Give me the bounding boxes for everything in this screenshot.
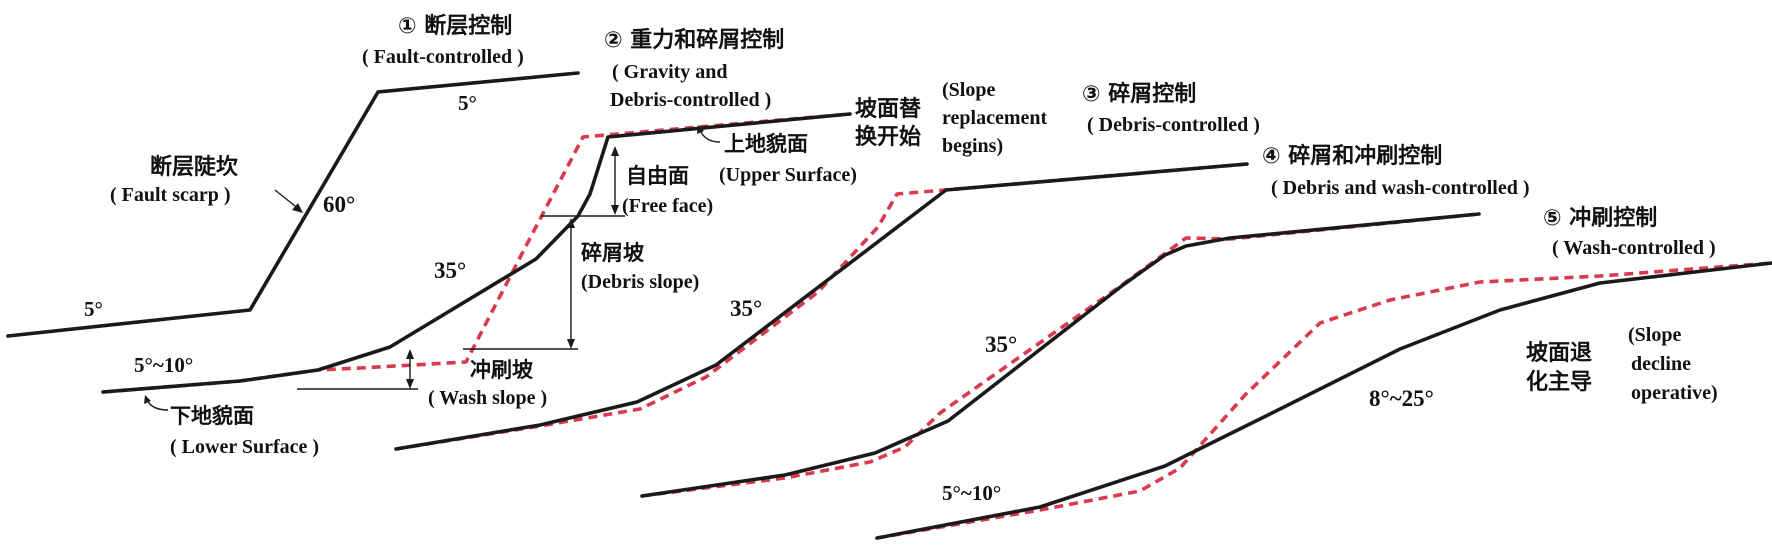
stage4-replacement-line — [641, 212, 1480, 498]
decline-label-en-2: decline — [1631, 353, 1691, 375]
stage2-profile — [101, 112, 852, 394]
stage3-profile — [394, 162, 1249, 451]
scarp-arrowhead — [292, 203, 303, 213]
replacement-label-cn-2: 换开始 — [855, 124, 921, 150]
stage4-title-cn: ④ 碎屑和冲刷控制 — [1262, 143, 1442, 169]
upper-surface-label-cn: 上地貌面 — [724, 132, 808, 156]
stage4-angle-low: 5°~10° — [942, 481, 1001, 505]
stage2-title-cn: ② 重力和碎屑控制 — [604, 27, 784, 53]
upper-surface-label-en: (Upper Surface) — [719, 164, 857, 186]
wash-slope-arrowhead-top — [406, 349, 414, 359]
wash-slope-label-cn: 冲刷坡 — [470, 358, 533, 382]
debris-slope-label-en: (Debris slope) — [581, 271, 699, 293]
stage2-angle-debris: 35° — [434, 258, 466, 283]
wash-slope-arrowhead-bottom — [406, 379, 414, 389]
decline-label-cn-2: 化主导 — [1526, 369, 1592, 395]
debris-slope-label-cn: 碎屑坡 — [581, 241, 644, 265]
lower-surface-label-cn: 下地貌面 — [170, 404, 254, 428]
scarp-label-cn: 断层陡坎 — [150, 154, 238, 180]
stage1-profile — [6, 71, 580, 338]
stage2-angle-low: 5°~10° — [134, 353, 193, 377]
stage1-title-en: ( Fault-controlled ) — [362, 46, 524, 68]
stage4-profile — [640, 212, 1481, 498]
stage5-title-en: ( Wash-controlled ) — [1552, 237, 1716, 259]
free-face-label-en: (Free face) — [622, 195, 713, 217]
free-face-arrowhead-bottom — [611, 205, 619, 215]
stage3-angle: 35° — [730, 296, 762, 321]
stage3-replacement-line — [395, 162, 1248, 451]
debris-slope-arrowhead-top — [567, 218, 575, 228]
stage2-title-en-1: ( Gravity and — [612, 61, 728, 83]
upper-surface-leader — [699, 129, 721, 143]
stage3-title-cn: ③ 碎屑控制 — [1082, 81, 1196, 107]
stage5-title-cn: ⑤ 冲刷控制 — [1543, 205, 1657, 231]
wash-slope-label-en: ( Wash slope ) — [428, 387, 547, 409]
stage5-profile — [875, 261, 1772, 540]
stage2-title-en-2: Debris-controlled ) — [610, 89, 771, 111]
stage1-angle-top: 5° — [458, 91, 477, 115]
stage1-title-cn: ① 断层控制 — [398, 13, 512, 39]
lower-surface-leader — [146, 399, 169, 411]
replacement-label-en-3: begins) — [942, 135, 1003, 157]
replacement-label-cn-1: 坡面替 — [855, 97, 921, 122]
stage5-replacement-line — [876, 261, 1772, 540]
upper-surface-leader-head — [697, 125, 704, 134]
stage1-angle-scarp: 60° — [323, 192, 355, 217]
replacement-label-en-2: replacement — [942, 107, 1047, 129]
stage5-angle: 8°~25° — [1369, 386, 1434, 411]
scarp-label-en: ( Fault scarp ) — [110, 184, 231, 206]
decline-label-en-3: operative) — [1631, 382, 1718, 404]
stage4-title-en: ( Debris and wash-controlled ) — [1271, 177, 1530, 199]
stage3-title-en: ( Debris-controlled ) — [1087, 114, 1260, 136]
stage4-angle: 35° — [985, 332, 1017, 357]
decline-label-en-1: (Slope — [1628, 324, 1681, 346]
lower-surface-label-en: ( Lower Surface ) — [170, 436, 319, 458]
decline-label-cn-1: 坡面退 — [1526, 341, 1592, 366]
free-face-label-cn: 自由面 — [626, 164, 689, 188]
debris-slope-arrowhead-bottom — [567, 339, 575, 349]
free-face-arrowhead-top — [611, 146, 619, 156]
lower-surface-leader-head — [144, 395, 151, 404]
stage1-angle-base: 5° — [84, 297, 103, 321]
replacement-label-en-1: (Slope — [942, 79, 995, 101]
